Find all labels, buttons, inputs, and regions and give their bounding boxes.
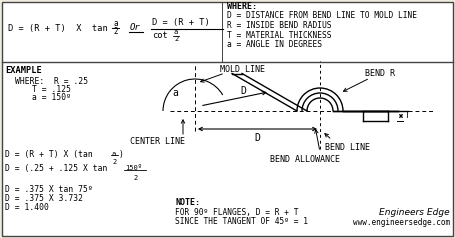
Text: a = 150º: a = 150º: [32, 93, 71, 102]
Text: D = DISTANCE FROM BEND LINE TO MOLD LINE: D = DISTANCE FROM BEND LINE TO MOLD LINE: [227, 11, 417, 20]
Text: D = (R + T): D = (R + T): [152, 19, 210, 28]
Text: BEND R: BEND R: [365, 69, 395, 78]
Text: D = .375 X 3.732: D = .375 X 3.732: [5, 194, 83, 203]
Text: D = (R + T) X (tan: D = (R + T) X (tan: [5, 150, 93, 159]
Text: www.engineersedge.com: www.engineersedge.com: [353, 218, 450, 227]
Text: a: a: [174, 29, 178, 35]
Text: ): ): [119, 150, 124, 159]
Text: SINCE THE TANGENT OF 45º = 1: SINCE THE TANGENT OF 45º = 1: [175, 217, 308, 226]
Text: a: a: [113, 20, 118, 29]
Text: cot: cot: [152, 30, 168, 40]
Text: Or: Or: [130, 24, 141, 33]
Text: CENTER LINE: CENTER LINE: [130, 137, 185, 145]
Text: WHERE:: WHERE:: [227, 2, 257, 11]
Text: D: D: [254, 133, 260, 143]
Text: 2: 2: [112, 159, 116, 165]
Text: T = .125: T = .125: [32, 85, 71, 94]
Text: R = INSIDE BEND RADIUS: R = INSIDE BEND RADIUS: [227, 21, 332, 30]
Text: 150º: 150º: [125, 165, 142, 171]
Text: a = ANGLE IN DEGREES: a = ANGLE IN DEGREES: [227, 40, 322, 49]
Text: T = MATERIAL THICKNESS: T = MATERIAL THICKNESS: [227, 30, 332, 40]
Text: EXAMPLE: EXAMPLE: [5, 66, 42, 75]
Text: D = (.25 + .125 X tan: D = (.25 + .125 X tan: [5, 164, 107, 173]
Text: T: T: [405, 111, 410, 120]
Text: NOTE:: NOTE:: [175, 198, 200, 207]
Text: D = 1.400: D = 1.400: [5, 203, 49, 212]
Text: Engineers Edge: Engineers Edge: [379, 208, 450, 217]
Text: WHERE:  R = .25: WHERE: R = .25: [15, 77, 88, 86]
Text: D = .375 X tan 75º: D = .375 X tan 75º: [5, 185, 93, 194]
Text: BEND ALLOWANCE: BEND ALLOWANCE: [270, 155, 340, 164]
Text: a: a: [172, 88, 178, 98]
Text: D: D: [240, 86, 246, 96]
Text: BEND LINE: BEND LINE: [325, 143, 370, 152]
Text: a: a: [112, 151, 116, 157]
Text: MOLD LINE: MOLD LINE: [220, 65, 265, 74]
Text: FOR 90º FLANGES, D = R + T: FOR 90º FLANGES, D = R + T: [175, 208, 298, 217]
Text: 2: 2: [113, 28, 118, 36]
Text: 2: 2: [174, 36, 178, 42]
Text: D = (R + T)  X  tan: D = (R + T) X tan: [8, 24, 108, 33]
Text: 2: 2: [133, 175, 137, 181]
